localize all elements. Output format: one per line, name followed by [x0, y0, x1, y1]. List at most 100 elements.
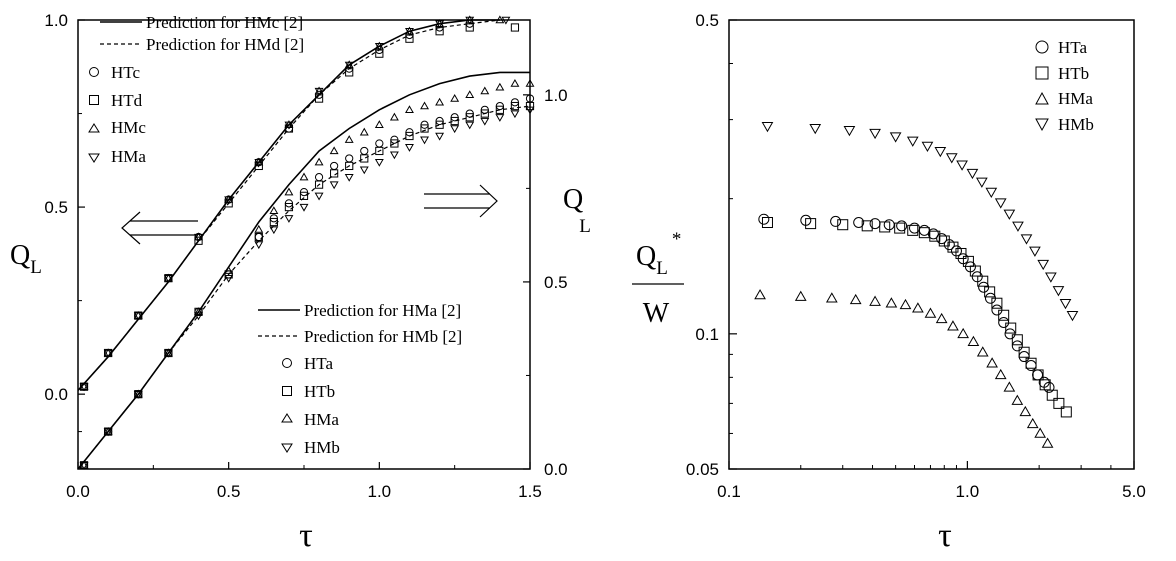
svg-text:HMa: HMa [111, 147, 146, 166]
point-htb-log [1060, 406, 1072, 418]
svg-text:QL*: QL* [636, 229, 681, 279]
legend-entry-htb: HTb [282, 382, 335, 401]
point-hma-log [869, 295, 881, 306]
point-htb-right [510, 101, 520, 111]
point-hma-right [344, 135, 354, 143]
point-hmb-log [966, 168, 979, 180]
point-htb-log [1005, 322, 1017, 334]
point-hma-log [994, 368, 1007, 380]
point-hta-right [330, 161, 339, 171]
point-htd-left [284, 124, 294, 133]
right-plot-frame [728, 19, 1135, 470]
point-htd-left [510, 23, 520, 32]
point-hmb-right [133, 390, 143, 399]
point-hma-left [224, 196, 234, 205]
svg-text:W: W [643, 298, 670, 329]
left-x-axis-label: τ [299, 517, 313, 554]
point-hma-log [825, 292, 838, 303]
x-tick-label: 0.0 [66, 482, 90, 501]
left-chart-ticks: 0.0 0.5 1.0 1.50.00.51.00.00.51.0 [44, 11, 567, 501]
point-hma-left [374, 42, 384, 51]
right-y-axis-label: QL* W [632, 229, 684, 329]
svg-text:HMa: HMa [304, 410, 339, 429]
point-htd-left [194, 236, 203, 245]
point-hmb-log [1052, 286, 1065, 297]
point-htb-right [269, 217, 278, 227]
point-hma-right [374, 120, 384, 128]
point-htb-log [938, 235, 950, 247]
legend-entry-hmc: HMc [88, 118, 146, 137]
left-y-tick-label: 0.0 [44, 385, 68, 404]
point-hma-log [1026, 417, 1039, 429]
point-hta-log [936, 233, 948, 245]
point-hma-right [480, 86, 490, 95]
point-hma-log [986, 357, 998, 368]
point-hma-right [450, 93, 460, 102]
point-htb-log [894, 222, 906, 234]
legend-entry-hmb-right: HMb [1035, 115, 1094, 134]
point-htb-right [465, 113, 474, 122]
point-hta-log [869, 218, 881, 230]
point-hmb-right [79, 462, 89, 470]
point-htb-right [405, 131, 414, 141]
point-hma-right [405, 105, 414, 113]
point-hta-log [1018, 351, 1030, 363]
svg-text:HMc: HMc [111, 118, 146, 137]
point-htb-right [435, 120, 444, 129]
point-htb-log [861, 220, 873, 232]
svg-text:Prediction for HMc [2]: Prediction for HMc [2] [146, 13, 303, 32]
log-y-tick-label: 0.05 [686, 460, 719, 479]
point-hmb-right [495, 114, 505, 122]
point-hmb-log [843, 126, 856, 137]
point-hma-left [435, 20, 445, 29]
legend-entry-htd: HTd [89, 91, 143, 110]
point-hmb-right [299, 203, 309, 212]
point-hma-left [194, 233, 203, 242]
point-htb-right [525, 101, 535, 111]
point-hma-log [957, 327, 970, 339]
legend-entry-hmb-prediction: Prediction for HMb [2] [258, 327, 462, 346]
point-htb-log [962, 255, 974, 267]
right-chart-ticks: 0.1 1.0 5.0 0.05 0.1 0.5 [686, 11, 1146, 501]
point-htb-right [284, 202, 294, 212]
svg-text:Prediction for HMa [2]: Prediction for HMa [2] [304, 301, 461, 320]
svg-text:HMa: HMa [1058, 89, 1093, 108]
point-hma-log [794, 290, 807, 301]
legend-entry-hmb: HMb [281, 438, 340, 457]
point-hma-right [284, 187, 294, 196]
point-hmb-log [945, 153, 958, 164]
point-hta-right [360, 146, 369, 156]
point-hma-right [465, 90, 475, 99]
point-hma-right [359, 127, 369, 136]
point-hta-log [853, 216, 865, 228]
point-hma-log [899, 298, 912, 310]
point-hma-log [1019, 405, 1032, 417]
point-hta-log [830, 215, 842, 227]
point-htb-right [420, 124, 429, 133]
point-hmb-log [1045, 272, 1057, 283]
point-hma-right [314, 157, 324, 166]
point-htb-log [1011, 334, 1023, 346]
point-hmb-right [359, 166, 369, 175]
point-htb-log [977, 275, 989, 287]
legend-entry-hta: HTa [282, 354, 333, 373]
point-hma-left [133, 312, 143, 321]
legend-entry-hta-right: HTa [1035, 38, 1087, 57]
point-htb-log [1039, 379, 1051, 391]
point-hmb-log [809, 123, 822, 135]
point-htb-right [375, 146, 384, 156]
point-htb-right [224, 270, 233, 279]
left-y-tick-label: 0.5 [44, 198, 68, 217]
point-hmb-log [906, 136, 919, 147]
point-hma-right [495, 82, 505, 91]
point-hma-right [299, 172, 309, 181]
point-htb-log [998, 309, 1010, 321]
legend-entry-hma-bottom: HMa [281, 410, 339, 429]
point-hmb-right [103, 428, 113, 437]
point-hma-log [935, 312, 948, 324]
right-arrow [424, 184, 498, 218]
point-hma-right [329, 146, 339, 155]
left-y-axis-label: QL [10, 240, 42, 278]
point-htb-right [314, 180, 324, 189]
point-hma-left [284, 121, 294, 130]
